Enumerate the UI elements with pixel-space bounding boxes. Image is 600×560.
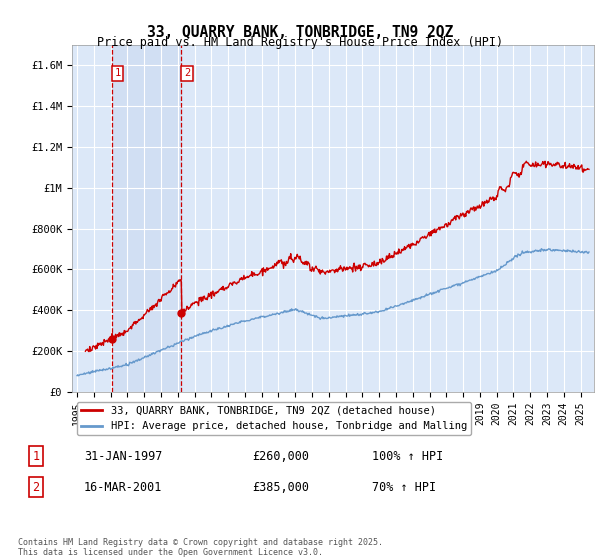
Text: £385,000: £385,000 (252, 480, 309, 494)
Text: £260,000: £260,000 (252, 450, 309, 463)
Text: Price paid vs. HM Land Registry's House Price Index (HPI): Price paid vs. HM Land Registry's House … (97, 36, 503, 49)
Text: 33, QUARRY BANK, TONBRIDGE, TN9 2QZ: 33, QUARRY BANK, TONBRIDGE, TN9 2QZ (147, 25, 453, 40)
Text: 1: 1 (32, 450, 40, 463)
Bar (112, 45, 181, 392)
Text: 1: 1 (115, 68, 121, 78)
Text: 2: 2 (32, 480, 40, 494)
Text: 100% ↑ HPI: 100% ↑ HPI (372, 450, 443, 463)
Text: Contains HM Land Registry data © Crown copyright and database right 2025.
This d: Contains HM Land Registry data © Crown c… (18, 538, 383, 557)
Legend: 33, QUARRY BANK, TONBRIDGE, TN9 2QZ (detached house), HPI: Average price, detach: 33, QUARRY BANK, TONBRIDGE, TN9 2QZ (det… (77, 402, 471, 435)
Text: 70% ↑ HPI: 70% ↑ HPI (372, 480, 436, 494)
Text: 16-MAR-2001: 16-MAR-2001 (84, 480, 163, 494)
Text: 31-JAN-1997: 31-JAN-1997 (84, 450, 163, 463)
Text: 2: 2 (184, 68, 190, 78)
